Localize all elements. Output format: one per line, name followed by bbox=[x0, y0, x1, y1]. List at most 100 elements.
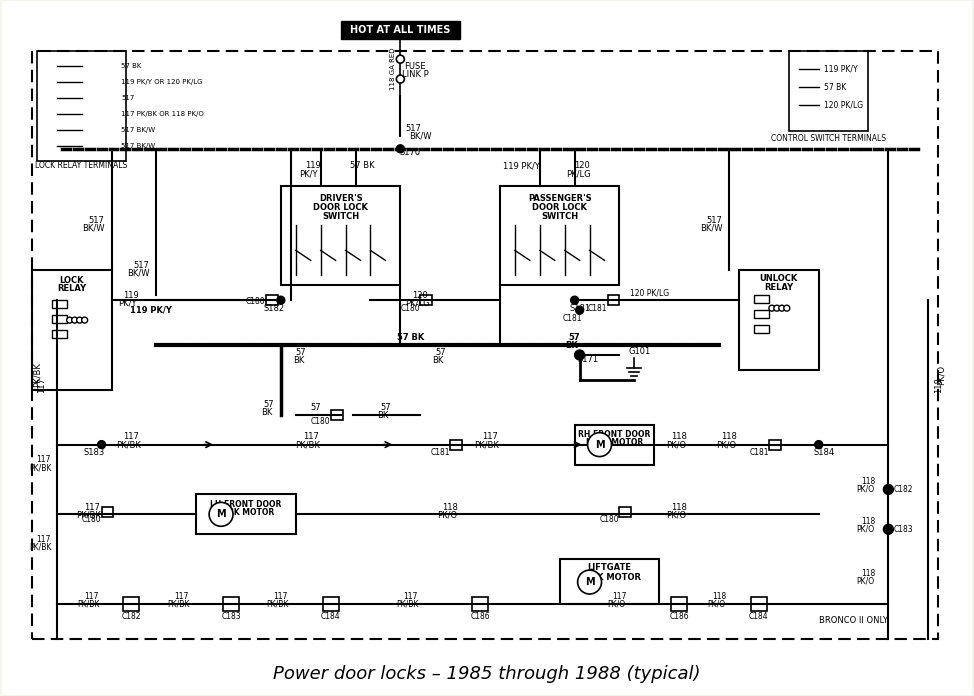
Bar bbox=[450, 440, 462, 450]
Text: M: M bbox=[216, 509, 226, 519]
Text: M: M bbox=[595, 440, 604, 450]
Text: C183: C183 bbox=[221, 612, 241, 622]
Bar bbox=[266, 295, 278, 305]
Text: 117: 117 bbox=[37, 377, 47, 393]
Text: 517: 517 bbox=[133, 261, 149, 270]
Text: PK/BK: PK/BK bbox=[29, 543, 52, 552]
Text: BK: BK bbox=[432, 356, 444, 365]
Text: PK/O: PK/O bbox=[856, 576, 875, 585]
Circle shape bbox=[72, 317, 78, 323]
Text: SWITCH: SWITCH bbox=[542, 212, 579, 221]
Text: C181: C181 bbox=[431, 448, 450, 457]
Text: 119: 119 bbox=[305, 161, 320, 171]
Circle shape bbox=[576, 306, 583, 314]
Text: PK/Y: PK/Y bbox=[118, 299, 136, 308]
Circle shape bbox=[396, 55, 404, 63]
Text: BK/W: BK/W bbox=[128, 269, 150, 278]
Text: 118 GA RED: 118 GA RED bbox=[391, 48, 396, 90]
Bar bbox=[500, 186, 619, 285]
Circle shape bbox=[396, 75, 404, 83]
Circle shape bbox=[571, 296, 579, 304]
Text: M: M bbox=[584, 577, 594, 587]
Circle shape bbox=[575, 350, 584, 360]
Circle shape bbox=[784, 305, 790, 311]
Bar bbox=[322, 597, 339, 611]
Text: S181: S181 bbox=[569, 303, 590, 313]
Text: 119 PK/Y OR 120 PK/LG: 119 PK/Y OR 120 PK/LG bbox=[122, 79, 203, 85]
Text: 118: 118 bbox=[442, 503, 458, 512]
Circle shape bbox=[209, 503, 233, 526]
Text: 120: 120 bbox=[412, 291, 429, 300]
Text: S171: S171 bbox=[577, 356, 598, 365]
Text: S184: S184 bbox=[813, 448, 834, 457]
Text: FUSE: FUSE bbox=[404, 62, 426, 70]
Bar bbox=[575, 425, 655, 464]
Text: PASSENGER'S: PASSENGER'S bbox=[528, 194, 591, 203]
Text: C184: C184 bbox=[749, 612, 768, 622]
Circle shape bbox=[814, 441, 823, 449]
Text: PK/O: PK/O bbox=[608, 599, 625, 608]
Text: 517: 517 bbox=[706, 216, 722, 225]
Text: 117: 117 bbox=[303, 432, 318, 441]
Text: C183: C183 bbox=[893, 525, 914, 534]
Text: 119 PK/Y: 119 PK/Y bbox=[504, 161, 541, 171]
Bar bbox=[32, 52, 938, 639]
Circle shape bbox=[396, 145, 404, 153]
Circle shape bbox=[883, 524, 893, 535]
Text: S170: S170 bbox=[399, 148, 421, 157]
Text: C182: C182 bbox=[122, 612, 141, 622]
Text: C181: C181 bbox=[587, 303, 608, 313]
Text: BK: BK bbox=[377, 411, 388, 420]
Text: PK/Y: PK/Y bbox=[299, 169, 318, 178]
Text: HOT AT ALL TIMES: HOT AT ALL TIMES bbox=[351, 25, 451, 35]
Circle shape bbox=[277, 296, 284, 304]
Text: BRONCO II ONLY: BRONCO II ONLY bbox=[819, 617, 888, 626]
Text: 118: 118 bbox=[721, 432, 737, 441]
Text: DOOR LOCK: DOOR LOCK bbox=[532, 203, 587, 212]
Text: 118: 118 bbox=[712, 592, 727, 601]
Text: 120 PK/LG: 120 PK/LG bbox=[630, 289, 669, 298]
Text: LIFTGATE: LIFTGATE bbox=[587, 562, 631, 571]
Text: PK/O: PK/O bbox=[856, 485, 875, 494]
Text: PK/BK: PK/BK bbox=[267, 599, 289, 608]
Text: 117: 117 bbox=[274, 592, 288, 601]
Text: 118: 118 bbox=[861, 477, 876, 486]
Bar bbox=[37, 52, 127, 161]
Bar bbox=[754, 310, 768, 318]
Text: C181: C181 bbox=[749, 448, 768, 457]
Text: PK/BK: PK/BK bbox=[32, 363, 41, 388]
Bar bbox=[341, 22, 460, 39]
Text: C186: C186 bbox=[470, 612, 490, 622]
Text: DRIVER'S: DRIVER'S bbox=[318, 194, 362, 203]
Text: 57 BK: 57 BK bbox=[122, 63, 142, 69]
Text: BK/W: BK/W bbox=[700, 224, 723, 233]
Text: UNLOCK: UNLOCK bbox=[760, 274, 798, 283]
Text: 117: 117 bbox=[174, 592, 188, 601]
Text: LOCK MOTOR: LOCK MOTOR bbox=[586, 438, 643, 447]
Text: 119 PK/Y: 119 PK/Y bbox=[824, 65, 857, 74]
Bar bbox=[420, 295, 432, 305]
Text: S183: S183 bbox=[84, 448, 105, 457]
Text: 118: 118 bbox=[671, 503, 688, 512]
Text: PK/BK: PK/BK bbox=[396, 599, 419, 608]
Text: LH FRONT DOOR: LH FRONT DOOR bbox=[210, 500, 281, 509]
Text: LINK P: LINK P bbox=[402, 70, 429, 79]
Text: C184: C184 bbox=[320, 612, 341, 622]
Bar bbox=[789, 52, 869, 131]
Text: 57: 57 bbox=[311, 403, 321, 412]
Text: C181: C181 bbox=[563, 314, 582, 323]
Text: Power door locks – 1985 through 1988 (typical): Power door locks – 1985 through 1988 (ty… bbox=[274, 665, 700, 683]
Text: S182: S182 bbox=[263, 303, 284, 313]
Text: SWITCH: SWITCH bbox=[322, 212, 359, 221]
Text: 117: 117 bbox=[403, 592, 418, 601]
Text: BK: BK bbox=[261, 409, 273, 417]
Bar bbox=[754, 325, 768, 333]
Text: PK/BK: PK/BK bbox=[116, 440, 141, 449]
Bar bbox=[52, 300, 66, 308]
Text: PK/BK: PK/BK bbox=[29, 463, 52, 472]
Bar bbox=[560, 559, 659, 604]
Text: PK/O: PK/O bbox=[666, 440, 687, 449]
Text: BK/W: BK/W bbox=[409, 132, 431, 141]
Text: 57 BK: 57 BK bbox=[351, 161, 375, 171]
Text: 118: 118 bbox=[861, 517, 876, 525]
